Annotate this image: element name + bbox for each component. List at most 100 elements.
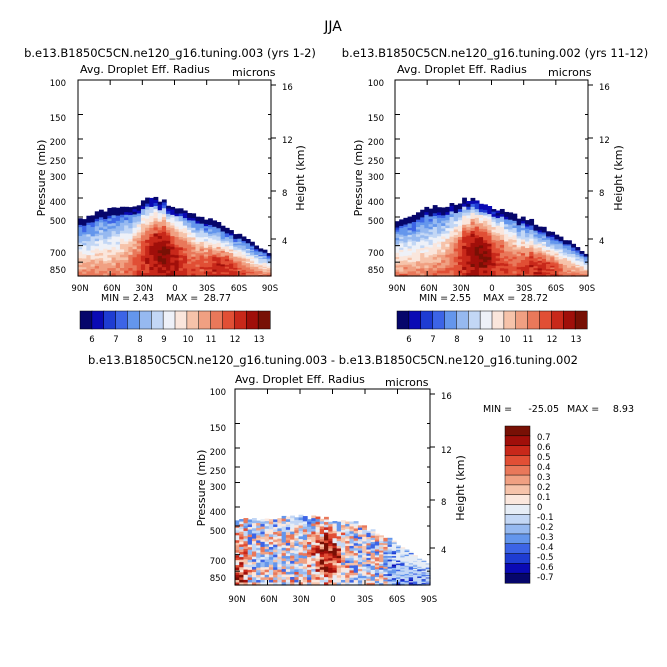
field-cell bbox=[153, 209, 159, 213]
field-cell bbox=[260, 521, 266, 525]
field-cell bbox=[315, 563, 321, 568]
field-cell bbox=[251, 538, 257, 542]
field-cell bbox=[216, 236, 222, 240]
field-cell bbox=[103, 251, 108, 255]
field-cell bbox=[82, 269, 87, 273]
field-cell bbox=[546, 270, 551, 274]
field-cell bbox=[567, 267, 572, 270]
field-cell bbox=[441, 236, 446, 240]
field-cell bbox=[98, 209, 104, 213]
field-cell bbox=[417, 563, 423, 566]
field-cell bbox=[558, 257, 564, 260]
field-cell bbox=[340, 535, 346, 539]
field-cell bbox=[400, 571, 406, 574]
field-cell bbox=[247, 521, 253, 526]
field-cell bbox=[220, 266, 226, 269]
field-cell bbox=[529, 229, 535, 233]
field-cell bbox=[562, 267, 568, 270]
field-cell bbox=[315, 516, 321, 520]
field-cell bbox=[470, 260, 476, 265]
field-cell bbox=[107, 231, 113, 235]
field-cell bbox=[529, 249, 535, 253]
field-cell bbox=[315, 532, 321, 536]
field-cell bbox=[115, 262, 121, 267]
field-cell bbox=[558, 269, 564, 273]
field-cell bbox=[191, 251, 197, 255]
field-cell bbox=[370, 544, 376, 547]
field-cell bbox=[245, 256, 251, 259]
field-cell bbox=[195, 273, 201, 277]
field-cell bbox=[466, 201, 472, 205]
field-cell bbox=[512, 252, 518, 256]
field-cell bbox=[136, 248, 142, 253]
field-cell bbox=[247, 552, 253, 556]
field-cell bbox=[157, 201, 163, 206]
field-cell bbox=[537, 270, 543, 273]
field-cell bbox=[508, 239, 514, 243]
field-cell bbox=[103, 214, 108, 218]
field-cell bbox=[583, 259, 589, 261]
field-cell bbox=[145, 260, 150, 265]
field-cell bbox=[241, 260, 247, 263]
field-cell bbox=[161, 223, 167, 227]
field-cell bbox=[191, 256, 197, 260]
field-cell bbox=[111, 268, 117, 272]
field-cell bbox=[407, 273, 413, 277]
field-cell bbox=[541, 274, 547, 277]
field-cell bbox=[357, 578, 363, 582]
field-cell bbox=[174, 244, 180, 249]
colorbar-swatch bbox=[504, 563, 531, 574]
field-cell bbox=[258, 257, 264, 260]
field-cell bbox=[233, 240, 239, 243]
field-cell bbox=[266, 265, 272, 267]
field-cell bbox=[178, 262, 184, 267]
field-cell bbox=[403, 264, 409, 268]
lat-tick: 90S bbox=[421, 595, 437, 605]
field-cell bbox=[250, 250, 255, 253]
field-cell bbox=[285, 529, 291, 534]
field-cell bbox=[298, 539, 304, 543]
field-cell bbox=[499, 270, 505, 275]
field-cell bbox=[575, 269, 581, 272]
field-cell bbox=[281, 566, 287, 570]
field-cell bbox=[94, 268, 100, 272]
field-cell bbox=[415, 239, 421, 243]
field-cell bbox=[208, 273, 213, 277]
field-cell bbox=[567, 256, 572, 259]
field-cell bbox=[245, 254, 251, 257]
field-cell bbox=[136, 246, 142, 250]
field-cell bbox=[229, 247, 234, 251]
field-cell bbox=[224, 250, 230, 253]
field-cell bbox=[224, 253, 230, 257]
field-cell bbox=[166, 232, 171, 237]
field-cell bbox=[562, 258, 568, 261]
field-cell bbox=[178, 247, 184, 251]
field-cell bbox=[457, 242, 463, 246]
field-cell bbox=[554, 263, 560, 266]
field-cell bbox=[132, 259, 138, 264]
field-cell bbox=[558, 244, 564, 247]
field-cell bbox=[203, 223, 209, 227]
field-cell bbox=[111, 244, 117, 248]
field-cell bbox=[264, 523, 270, 527]
field-cell bbox=[311, 568, 317, 573]
field-cell bbox=[408, 553, 414, 555]
field-cell bbox=[583, 260, 589, 263]
field-cell bbox=[379, 541, 384, 544]
y-axis-label: Pressure (mb) bbox=[195, 450, 208, 527]
field-cell bbox=[124, 222, 129, 227]
field-cell bbox=[216, 257, 222, 260]
field-cell bbox=[396, 562, 401, 565]
lat-tick: 60S bbox=[548, 284, 564, 294]
field-cell bbox=[425, 564, 431, 566]
field-cell bbox=[132, 217, 138, 221]
field-cell bbox=[98, 245, 104, 249]
lat-tick: 30N bbox=[452, 284, 469, 294]
field-cell bbox=[262, 256, 268, 259]
field-cell bbox=[353, 575, 359, 579]
field-cell bbox=[421, 575, 427, 577]
field-cell bbox=[415, 246, 421, 250]
field-cell bbox=[273, 559, 278, 563]
field-cell bbox=[483, 215, 488, 219]
field-cell bbox=[245, 244, 251, 247]
